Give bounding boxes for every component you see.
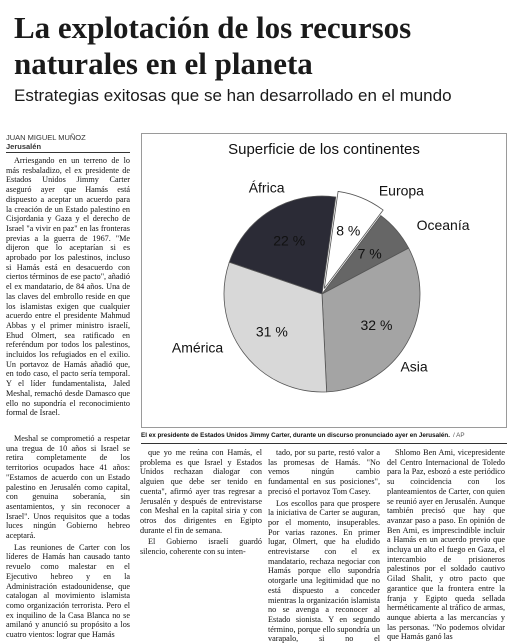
caption-divider [141, 443, 507, 444]
article-column-4: Shlomo Ben Ami, vicepresidente del Centr… [387, 448, 505, 644]
pie-value-label: 22 % [273, 233, 305, 249]
pie-category-label: Oceanía [417, 217, 470, 233]
subheadline: Estrategias exitosas que se han desarrol… [14, 86, 452, 105]
pie-category-label: África [249, 180, 285, 196]
dateline-city: Jerusalén [6, 142, 42, 151]
paragraph: Meshal se comprometió a respetar una tre… [6, 434, 130, 541]
paragraph: Arriesgando en un terreno de lo más resb… [6, 156, 130, 418]
paragraph: que yo me reúna con Hamás, el problema e… [140, 448, 262, 535]
paragraph: Las reuniones de Carter con los líderes … [6, 542, 130, 640]
headline: La explotación de los recursos naturales… [14, 10, 412, 81]
paragraph: Shlomo Ben Ami, vicepresidente del Centr… [387, 448, 505, 642]
chart-title: Superficie de los continentes [228, 141, 420, 158]
pie-category-label: Europa [379, 183, 424, 199]
pie-value-label: 8 % [336, 223, 360, 239]
article-column-1-top: Arriesgando en un terreno de lo más resb… [6, 156, 130, 430]
pie-value-label: 7 % [358, 245, 382, 261]
pie-value-label: 32 % [361, 317, 393, 333]
pie-category-label: América [172, 340, 224, 356]
pie-chart: Superficie de los continentes 22 % África… [172, 141, 470, 393]
article-column-1-bottom: Meshal se comprometió a respetar una tre… [6, 434, 130, 644]
paragraph: Los escollos para que prospere la inicia… [268, 498, 380, 644]
photo-credit: / AP [453, 432, 465, 439]
paragraph: tado, por su parte, restó valor a las pr… [268, 448, 380, 496]
byline-divider [6, 152, 130, 153]
caption-text: El ex presidente de Estados Unidos Jimmy… [141, 432, 450, 439]
paragraph: El Gobierno israelí guardó silencio, coh… [140, 537, 262, 557]
byline: JUAN MIGUEL MUÑOZ Jerusalén [6, 133, 132, 151]
pie-category-label: Asia [400, 358, 427, 374]
article-column-3: tado, por su parte, restó valor a las pr… [268, 448, 380, 644]
pie-value-label: 31 % [256, 324, 288, 340]
pie-slice-áfrica [228, 195, 337, 295]
pie-slice-asia [321, 247, 421, 393]
pie-chart-figure: Superficie de los continentes 22 % África… [141, 133, 507, 428]
photo-caption: El ex presidente de Estados Unidos Jimmy… [141, 432, 507, 440]
pie-slice-europa [323, 190, 384, 289]
author-name: JUAN MIGUEL MUÑOZ [6, 133, 86, 142]
article-column-2: que yo me reúna con Hamás, el problema e… [140, 448, 262, 644]
pie-slice-américa [223, 261, 328, 393]
